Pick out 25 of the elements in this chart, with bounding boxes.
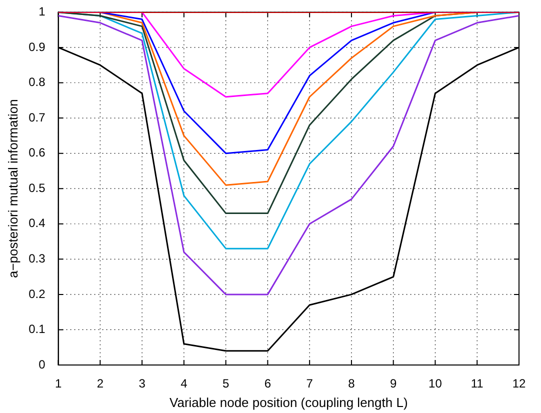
x-axis-title: Variable node position (coupling length L) bbox=[170, 394, 408, 410]
x-tick-label: 8 bbox=[348, 376, 356, 391]
x-tick-label: 5 bbox=[222, 376, 230, 391]
y-tick-label: 0.5 bbox=[28, 180, 46, 195]
y-tick-label: 0.8 bbox=[28, 75, 46, 90]
y-tick-label: 0.4 bbox=[28, 216, 46, 230]
y-tick-label: 0.3 bbox=[28, 251, 46, 266]
y-tick-label: 0 bbox=[38, 357, 46, 372]
x-tick-label: 9 bbox=[390, 376, 398, 391]
x-tick-label: 11 bbox=[470, 376, 484, 391]
x-tick-label: 2 bbox=[96, 376, 104, 391]
x-tick-label: 6 bbox=[264, 376, 272, 391]
y-tick-label: 0.6 bbox=[28, 146, 46, 160]
y-tick-label: 0.1 bbox=[28, 322, 46, 336]
x-tick-label: 7 bbox=[306, 376, 314, 391]
x-tick-label: 12 bbox=[512, 376, 526, 391]
x-tick-label: 3 bbox=[138, 376, 146, 391]
y-tick-label: 0.2 bbox=[28, 286, 46, 301]
y-tick-label: 1 bbox=[38, 4, 46, 19]
x-tick-label: 4 bbox=[180, 376, 188, 391]
x-tick-label: 10 bbox=[428, 376, 442, 391]
y-tick-label: 0.9 bbox=[28, 40, 46, 54]
x-tick-label: 1 bbox=[54, 376, 62, 391]
y-axis-title: a−posteriori mutual information bbox=[5, 99, 20, 278]
y-tick-label: 0.7 bbox=[28, 110, 46, 124]
